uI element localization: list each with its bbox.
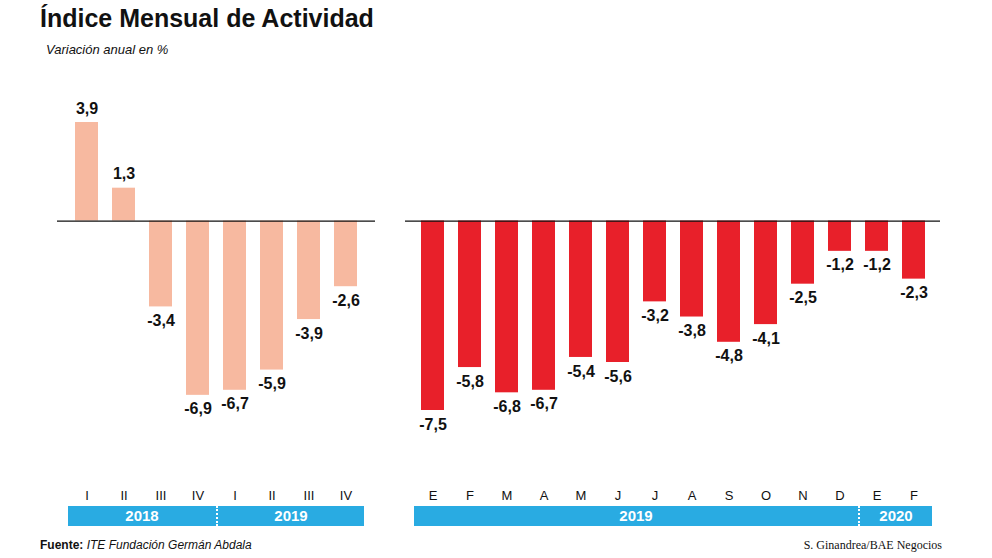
svg-text:A: A xyxy=(540,488,549,503)
svg-text:I: I xyxy=(233,488,237,503)
svg-text:O: O xyxy=(761,488,771,503)
svg-text:-6,7: -6,7 xyxy=(221,395,249,412)
html-text:2019: 2019 xyxy=(619,507,653,524)
svg-text:II: II xyxy=(120,488,127,503)
svg-text:-4,1: -4,1 xyxy=(752,330,780,347)
svg-text:M: M xyxy=(576,488,587,503)
html-text:Índice Mensual de Actividad: Índice Mensual de Actividad xyxy=(40,4,374,32)
html-text:2019: 2019 xyxy=(274,507,308,524)
svg-text:-1,2: -1,2 xyxy=(863,256,891,273)
svg-text:-3,4: -3,4 xyxy=(147,312,175,329)
svg-text:-6,9: -6,9 xyxy=(184,400,212,417)
svg-text:III: III xyxy=(156,488,167,503)
svg-text:-3,8: -3,8 xyxy=(678,322,706,339)
svg-text:IV: IV xyxy=(192,488,205,503)
svg-text:IV: IV xyxy=(340,488,353,503)
svg-text:II: II xyxy=(268,488,275,503)
svg-text:A: A xyxy=(688,488,697,503)
svg-text:N: N xyxy=(798,488,807,503)
svg-text:D: D xyxy=(835,488,844,503)
svg-text:M: M xyxy=(502,488,513,503)
svg-text:-3,2: -3,2 xyxy=(641,307,669,324)
svg-text:F: F xyxy=(466,488,474,503)
svg-text:-2,5: -2,5 xyxy=(789,289,817,306)
html-text:S. Ginandrea/BAE Negocios: S. Ginandrea/BAE Negocios xyxy=(803,538,942,552)
svg-text:-7,5: -7,5 xyxy=(419,416,447,433)
svg-text:-5,6: -5,6 xyxy=(604,368,632,385)
html-text:2020: 2020 xyxy=(879,507,913,524)
svg-text:J: J xyxy=(652,488,659,503)
svg-text:E: E xyxy=(429,488,438,503)
svg-text:J: J xyxy=(615,488,622,503)
svg-text:F: F xyxy=(910,488,918,503)
html-text:Variación anual en %: Variación anual en % xyxy=(46,42,169,57)
svg-text:I: I xyxy=(85,488,89,503)
svg-text:S: S xyxy=(725,488,734,503)
html-text:Fuente: ITE Fundación Germán A: Fuente: ITE Fundación Germán Abdala xyxy=(40,538,252,552)
svg-text:-4,8: -4,8 xyxy=(715,347,743,364)
svg-text:1,3: 1,3 xyxy=(113,165,135,182)
svg-text:-1,2: -1,2 xyxy=(826,256,854,273)
svg-text:III: III xyxy=(304,488,315,503)
svg-text:E: E xyxy=(873,488,882,503)
svg-text:-2,6: -2,6 xyxy=(332,292,360,309)
svg-text:-6,8: -6,8 xyxy=(493,398,521,415)
svg-text:-5,8: -5,8 xyxy=(456,373,484,390)
svg-text:3,9: 3,9 xyxy=(76,100,98,117)
html-text:2018: 2018 xyxy=(125,507,159,524)
svg-text:-3,9: -3,9 xyxy=(295,325,323,342)
svg-text:-6,7: -6,7 xyxy=(530,395,558,412)
svg-text:-5,9: -5,9 xyxy=(258,375,286,392)
svg-text:-5,4: -5,4 xyxy=(567,363,595,380)
svg-text:-2,3: -2,3 xyxy=(900,284,928,301)
